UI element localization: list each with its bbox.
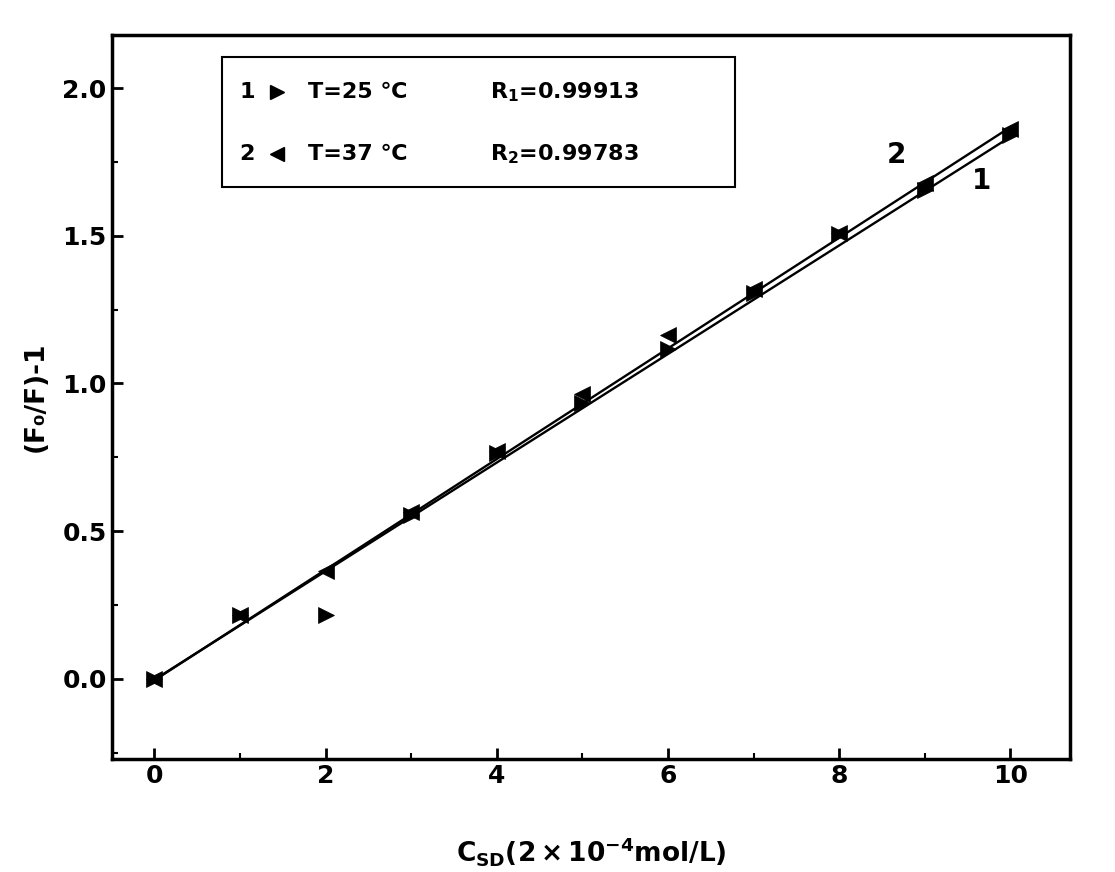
- Text: 1: 1: [239, 82, 254, 102]
- Text: $\mathbf{C_{SD}(2\times10^{-4}mol/L)}$: $\mathbf{C_{SD}(2\times10^{-4}mol/L)}$: [456, 835, 726, 868]
- Text: 1: 1: [972, 167, 991, 195]
- Text: T=37 ℃: T=37 ℃: [308, 144, 408, 164]
- Y-axis label: (F₀/F)-1: (F₀/F)-1: [22, 342, 48, 452]
- Bar: [222, 57, 735, 187]
- Text: 2: 2: [239, 144, 254, 164]
- Text: $\mathbf{R_1}$=0.99913: $\mathbf{R_1}$=0.99913: [491, 80, 639, 104]
- Text: 2: 2: [886, 140, 905, 168]
- Text: $\mathbf{R_2}$=0.99783: $\mathbf{R_2}$=0.99783: [491, 142, 639, 166]
- Text: T=25 ℃: T=25 ℃: [308, 82, 407, 102]
